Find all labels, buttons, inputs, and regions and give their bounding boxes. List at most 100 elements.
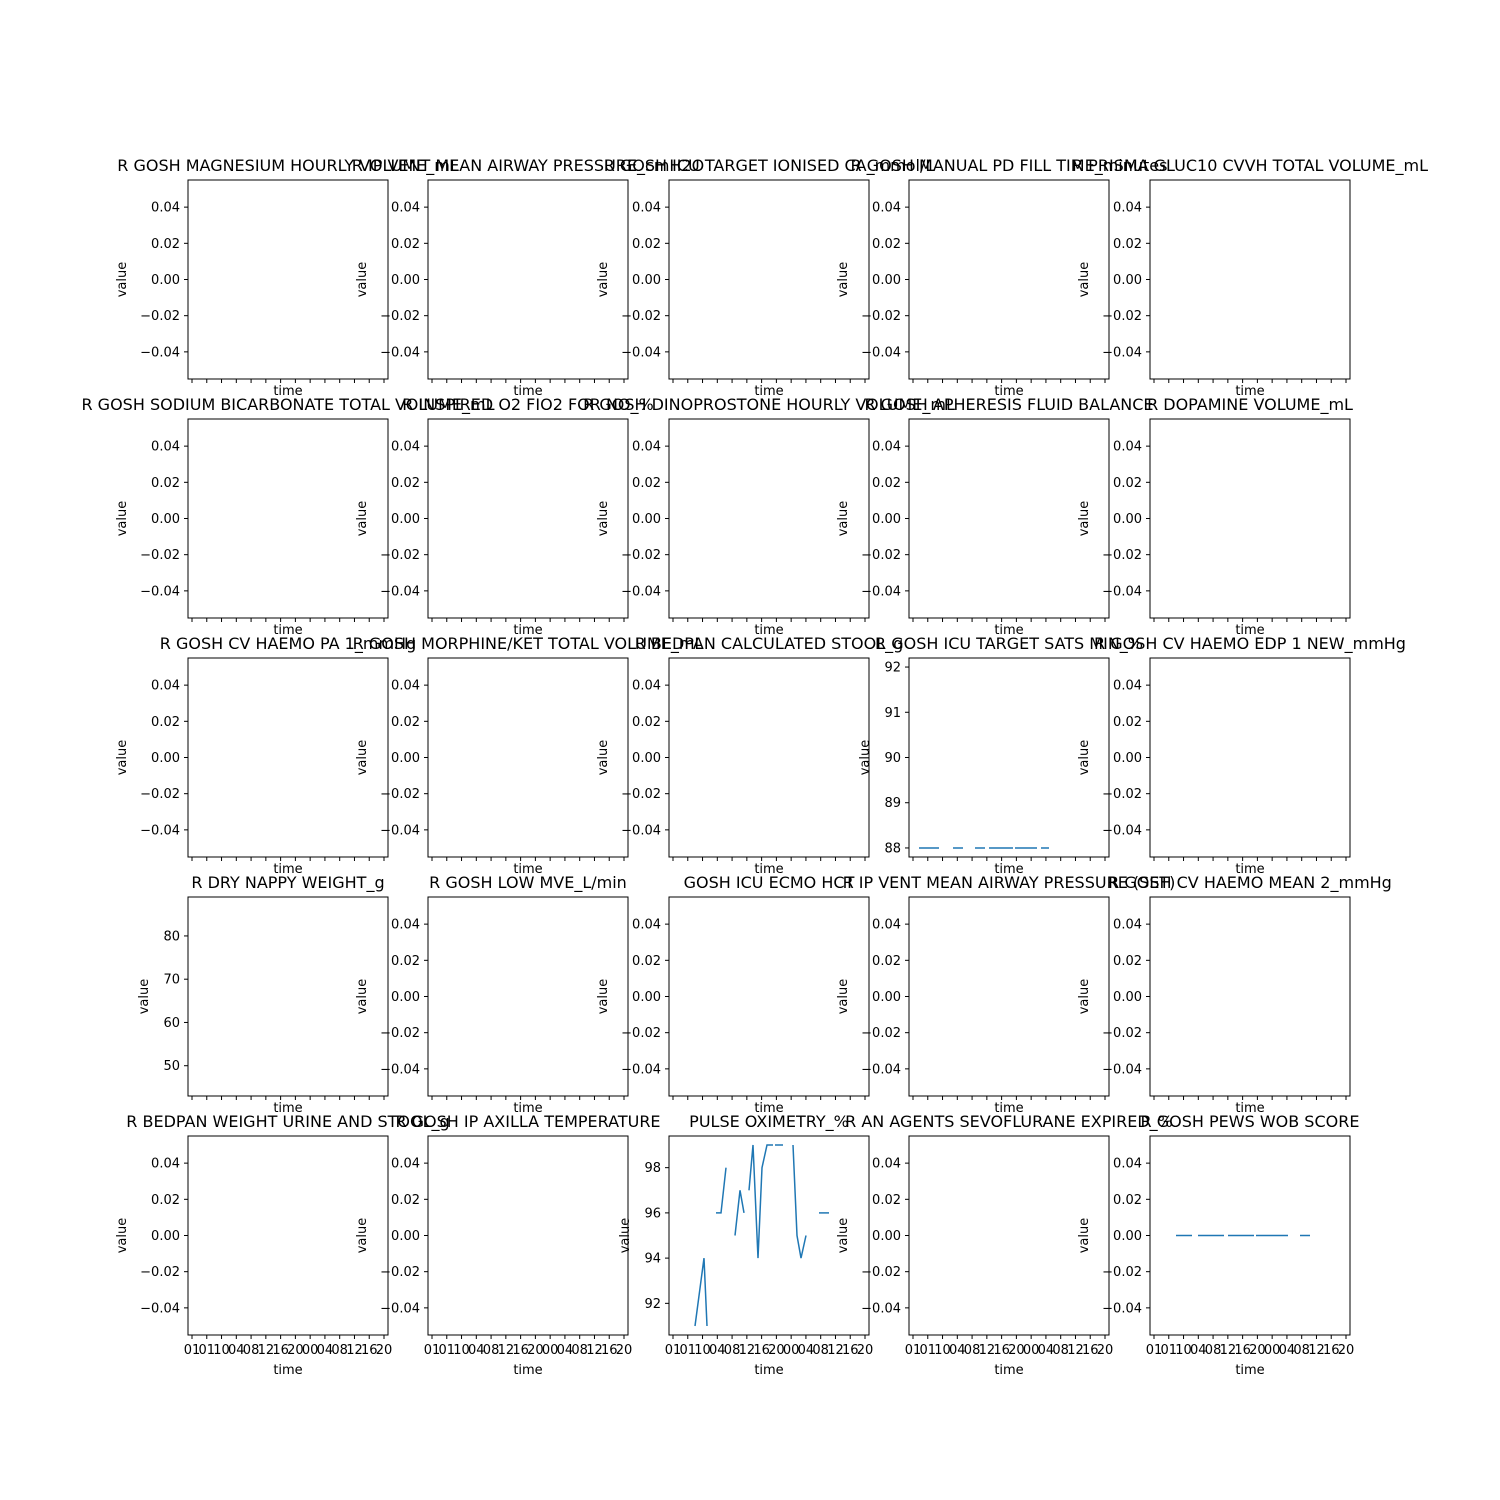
y-tick-label: −0.02: [621, 787, 661, 802]
x-tick-label: 20: [287, 1343, 304, 1358]
y-tick-label: 80: [163, 929, 180, 944]
y-tick-label: −0.04: [140, 1301, 180, 1316]
x-axis-label: time: [1235, 384, 1264, 399]
y-tick-label: 0.00: [391, 990, 420, 1005]
plot-frame: [1149, 179, 1351, 380]
x-tick-label: 01: [1146, 1343, 1163, 1358]
x-tick-label: 01: [919, 1343, 936, 1358]
x-tick-label: 01: [424, 1343, 441, 1358]
x-tick-label: 08: [1052, 1343, 1069, 1358]
subplot-title: R GOSH PEWS WOB SCORE: [1141, 1112, 1360, 1131]
y-tick-label: −0.02: [1102, 548, 1142, 563]
subplot: PULSE OXIMETRY_%989694920101100408121620…: [618, 1112, 873, 1378]
x-tick-label: 04: [468, 1343, 485, 1358]
y-tick-label: 0.02: [391, 954, 420, 969]
y-tick-label: −0.02: [1102, 309, 1142, 324]
y-tick-label: 0.02: [151, 1193, 180, 1208]
y-tick-label: −0.04: [380, 1062, 420, 1077]
y-axis-label: value: [596, 740, 611, 776]
subplot-title: R GOSH MORPHINE/KET TOTAL VOLUME_mL: [353, 634, 704, 654]
plot-frame: [1149, 657, 1351, 858]
subplot-title: R GOSH LOW MVE_L/min: [429, 873, 627, 893]
y-tick-label: −0.02: [621, 548, 661, 563]
subplot-title: R IP VENT MEAN AIRWAY PRESSURE_cmH2O: [352, 156, 704, 176]
y-tick-label: 60: [163, 1016, 180, 1031]
subplot: R BEDPAN WEIGHT URINE AND STOOL_g 0.04 0.0…: [115, 1112, 450, 1378]
y-tick-label: 0.00: [632, 990, 661, 1005]
x-tick-label: 04: [1190, 1343, 1207, 1358]
x-axis-label: time: [273, 862, 302, 877]
y-tick-label: 0.04: [1113, 440, 1142, 455]
subplot-title: R BEDPAN CALCULATED STOOL_g: [635, 634, 904, 654]
plot-frame: [1149, 418, 1351, 619]
subplot-title: R GOSH CV HAEMO EDP 1 NEW_mmHg: [1094, 634, 1406, 654]
x-tick-label: 12: [346, 1343, 363, 1358]
y-axis-label: value: [115, 740, 130, 776]
x-tick-label: 00: [783, 1343, 800, 1358]
x-tick-label: 12: [979, 1343, 996, 1358]
y-tick-label: −0.02: [140, 1265, 180, 1280]
y-tick-label: 0.00: [151, 512, 180, 527]
subplot-title: R GOSH CV HAEMO PA 1_mmHg: [160, 634, 416, 654]
y-tick-label: −0.02: [621, 1026, 661, 1041]
y-tick-label: −0.02: [140, 548, 180, 563]
subplot: R PRISMA GLUC10 CVVH TOTAL VOLUME_mL 0.04…: [1072, 156, 1428, 399]
x-tick-label: 08: [724, 1343, 741, 1358]
series-line: [792, 1144, 807, 1259]
x-tick-label: 00: [1023, 1343, 1040, 1358]
y-tick-label: −0.04: [861, 345, 901, 360]
subplot: R IP VENT MEAN AIRWAY PRESSURE (SET) 0.04…: [836, 873, 1175, 1116]
y-tick-label: 0.00: [632, 273, 661, 288]
y-tick-label: 0.02: [872, 954, 901, 969]
y-tick-label: 0.00: [391, 273, 420, 288]
y-tick-label: 0.04: [632, 679, 661, 694]
y-tick-label: 0.00: [632, 512, 661, 527]
x-tick-label: 16: [842, 1343, 859, 1358]
subplot: R AN AGENTS SEVOFLURANE EXPIRED_% 0.04 0.0…: [836, 1112, 1173, 1378]
x-axis-label: time: [273, 1101, 302, 1116]
y-tick-label: 0.00: [1113, 512, 1142, 527]
x-tick-label: 20: [1249, 1343, 1266, 1358]
x-tick-label: 16: [601, 1343, 618, 1358]
plot-frame: [668, 657, 870, 858]
x-tick-label: 00: [542, 1343, 559, 1358]
x-tick-label: 04: [1038, 1343, 1055, 1358]
y-tick-label: 0.02: [151, 237, 180, 252]
y-axis-label: value: [618, 1218, 633, 1254]
y-tick-label: 0.00: [1113, 1229, 1142, 1244]
y-tick-label: 0.00: [151, 751, 180, 766]
subplot: R INSPIRED O2 FIO2 FOR NO_% 0.04 0.02 0.00 −…: [355, 395, 654, 638]
x-tick-label: 08: [964, 1343, 981, 1358]
plot-frame: [668, 1135, 870, 1336]
x-axis-label: time: [513, 862, 542, 877]
x-tick-label: 01: [184, 1343, 201, 1358]
x-axis-label: time: [513, 1101, 542, 1116]
y-tick-label: 0.04: [872, 918, 901, 933]
x-tick-label: 16: [361, 1343, 378, 1358]
x-tick-label: 08: [571, 1343, 588, 1358]
x-tick-label: 01: [1160, 1343, 1177, 1358]
x-tick-label: 08: [331, 1343, 348, 1358]
subplot: R GOSH DINOPROSTONE HOURLY VOLUME_mL 0.04…: [583, 395, 955, 638]
y-tick-label: −0.04: [1102, 584, 1142, 599]
x-tick-label: 08: [483, 1343, 500, 1358]
x-tick-label: 20: [1338, 1343, 1355, 1358]
plot-frame: [427, 1135, 629, 1336]
y-tick-label: 0.04: [391, 201, 420, 216]
y-axis-label: value: [355, 1218, 370, 1254]
y-tick-label: 92: [884, 661, 901, 676]
x-tick-label: 16: [753, 1343, 770, 1358]
x-axis-label: time: [754, 1363, 783, 1378]
y-tick-label: 0.02: [1113, 476, 1142, 491]
x-axis-label: time: [994, 623, 1023, 638]
subplot: R GOSH APHERESIS FLUID BALANCE 0.04 0.02 0.…: [836, 395, 1154, 638]
x-tick-label: 01: [665, 1343, 682, 1358]
x-tick-label: 16: [272, 1343, 289, 1358]
x-tick-label: 08: [243, 1343, 260, 1358]
y-axis-label: value: [836, 501, 851, 537]
subplot: R GOSH CV HAEMO MEAN 2_mmHg 0.04 0.02 0.00 −…: [1077, 873, 1392, 1116]
y-tick-label: 0.02: [1113, 715, 1142, 730]
y-tick-label: −0.04: [861, 1062, 901, 1077]
y-tick-label: 50: [163, 1059, 180, 1074]
y-tick-label: 0.02: [391, 715, 420, 730]
